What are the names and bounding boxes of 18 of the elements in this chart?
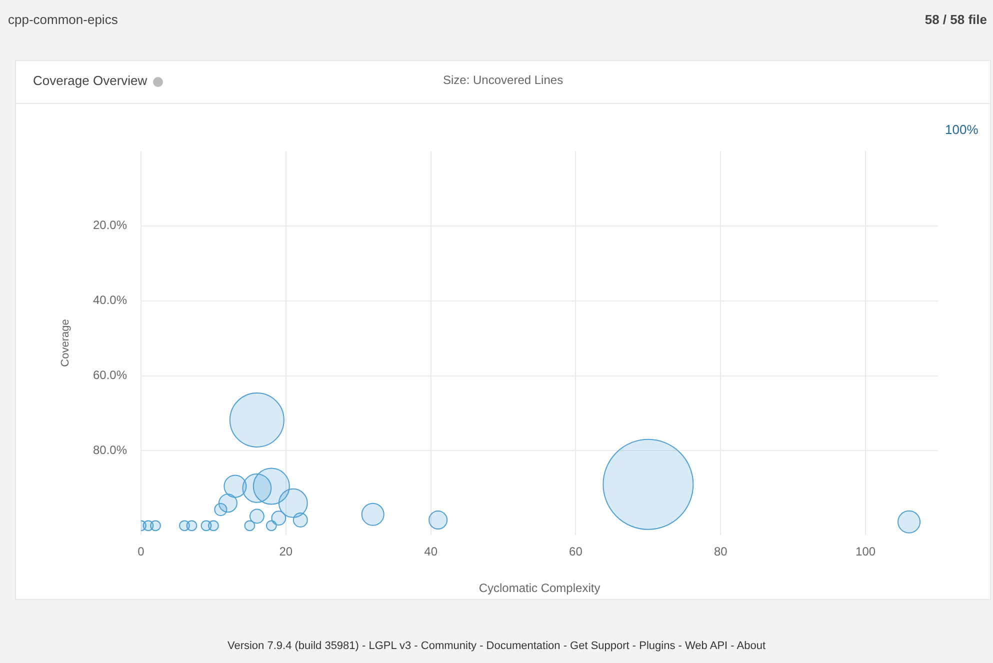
y-tick-label: 80.0%	[92, 443, 128, 458]
y-tick-label: 60.0%	[92, 368, 128, 382]
text: 100%	[945, 122, 978, 137]
x-tick-label: 40	[424, 544, 438, 559]
text: Version 7.9.4 (build 35981) - LGPL v3 - Community - Documentation - Get Support - Plugins - Web API - About	[226, 640, 767, 652]
x-axis-title: Cyclomatic Complexity	[478, 581, 600, 596]
y-axis-title: Coverage	[60, 319, 72, 367]
x-tick-label: 20	[279, 544, 293, 559]
chart-subtitle: Size: Uncovered Lines	[443, 73, 564, 87]
text: 58 / 58 file	[924, 12, 987, 27]
x-tick-label: 60	[569, 544, 583, 559]
y-tick-label: 20.0%	[92, 218, 128, 232]
y-tick-label: 40.0%	[92, 293, 128, 308]
text: cpp-common-epics	[8, 12, 118, 27]
x-tick-label: 0	[138, 544, 145, 559]
chart-title: Coverage Overview	[33, 73, 148, 88]
x-tick-label: 100	[856, 544, 876, 559]
x-tick-label: 80	[714, 544, 728, 559]
